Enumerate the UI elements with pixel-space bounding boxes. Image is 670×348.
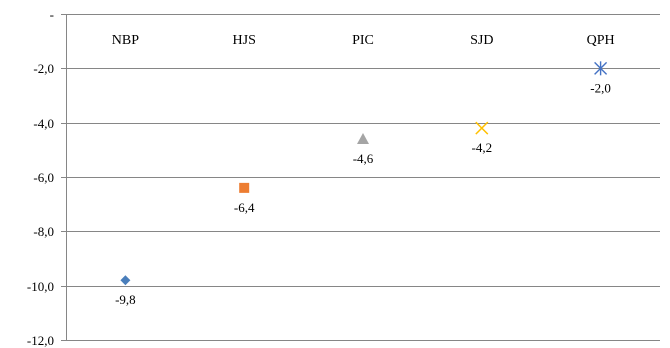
data-points [120, 61, 608, 286]
marker-stroke [475, 121, 489, 135]
y-tick-labels: - -2,0 -4,0 -6,0 -8,0 -10,0 -12,0 [27, 7, 54, 348]
data-label-sjd: -4,2 [472, 140, 493, 155]
category-label: QPH [587, 33, 615, 48]
point-hjs [239, 182, 250, 193]
point-sjd [475, 121, 489, 135]
data-label-pic: -4,6 [353, 151, 374, 166]
y-axis [61, 14, 67, 341]
data-labels: -9,8 -6,4 -4,6 -4,2 -2,0 [115, 80, 611, 307]
point-qph [594, 61, 608, 76]
y-tick-label: -8,0 [33, 224, 54, 239]
category-label: HJS [233, 33, 256, 48]
point-nbp [120, 275, 131, 286]
category-label: PIC [352, 33, 374, 48]
y-tick-label: -12,0 [27, 333, 54, 348]
y-tick-label: -10,0 [27, 279, 54, 294]
gridlines [66, 14, 660, 341]
y-tick-label: -6,0 [33, 170, 54, 185]
category-labels: NBP HJS PIC SJD QPH [112, 33, 615, 48]
data-label-nbp: -9,8 [115, 292, 136, 307]
y-tick-label: -4,0 [33, 116, 54, 131]
y-tick-label: - [50, 7, 54, 22]
category-label: SJD [470, 33, 493, 48]
point-pic [357, 132, 369, 144]
category-label: NBP [112, 33, 139, 48]
data-label-hjs: -6,4 [234, 200, 255, 215]
y-tick-label: -2,0 [33, 61, 54, 76]
data-label-qph: -2,0 [590, 80, 611, 95]
